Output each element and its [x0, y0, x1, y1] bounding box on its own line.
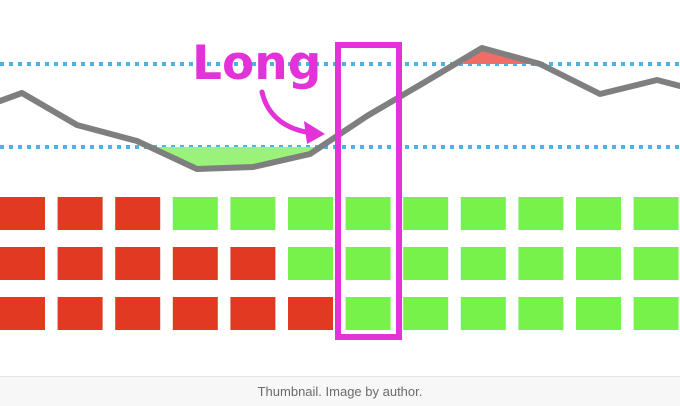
- signal-cell-green: [460, 197, 506, 230]
- signal-cell-green: [576, 197, 621, 230]
- signal-grid: [0, 197, 679, 330]
- signal-cell-green: [518, 297, 564, 330]
- signal-cell-red: [172, 297, 218, 330]
- signal-cell-red: [115, 297, 161, 330]
- signal-cell-green: [403, 247, 449, 280]
- signal-cell-red: [230, 297, 276, 330]
- signal-cell-green: [633, 297, 679, 330]
- signal-cell-green: [576, 297, 621, 330]
- thumbnail-figure: Long: [0, 36, 680, 340]
- signal-cell-green: [403, 197, 449, 230]
- signal-cell-red: [115, 247, 161, 280]
- long-arrowhead-icon: [304, 121, 325, 144]
- caption-text: Thumbnail. Image by author.: [257, 384, 423, 399]
- long-arrow-icon: [259, 89, 315, 136]
- signal-cell-red: [172, 247, 218, 280]
- signal-cell-green: [172, 197, 218, 230]
- signal-cell-green: [633, 197, 679, 230]
- signal-cell-green: [288, 197, 333, 230]
- signal-cell-green: [633, 247, 679, 280]
- signal-cell-red: [288, 297, 333, 330]
- signal-cell-red: [57, 197, 103, 230]
- oversold-fill: [157, 147, 321, 169]
- signal-cell-red: [115, 197, 161, 230]
- signal-cell-green: [345, 247, 391, 280]
- signal-cell-green: [230, 197, 276, 230]
- signal-cell-green: [576, 247, 621, 280]
- long-annotation-label: Long: [192, 36, 321, 91]
- signal-cell-green: [460, 247, 506, 280]
- signal-cell-red: [0, 197, 45, 230]
- long-highlight-box: [335, 42, 402, 340]
- signal-cell-green: [518, 197, 564, 230]
- signal-cell-green: [460, 297, 506, 330]
- signal-cell-red: [0, 297, 45, 330]
- signal-cell-red: [0, 247, 45, 280]
- signal-cell-green: [518, 247, 564, 280]
- image-caption: Thumbnail. Image by author.: [0, 376, 680, 406]
- signal-cell-red: [57, 247, 103, 280]
- signal-cell-green: [403, 297, 449, 330]
- signal-cell-red: [230, 247, 276, 280]
- signal-cell-green: [345, 197, 391, 230]
- signal-cell-green: [345, 297, 391, 330]
- signal-cell-red: [57, 297, 103, 330]
- indicator-illustration: Long: [0, 36, 680, 340]
- signal-cell-green: [288, 247, 333, 280]
